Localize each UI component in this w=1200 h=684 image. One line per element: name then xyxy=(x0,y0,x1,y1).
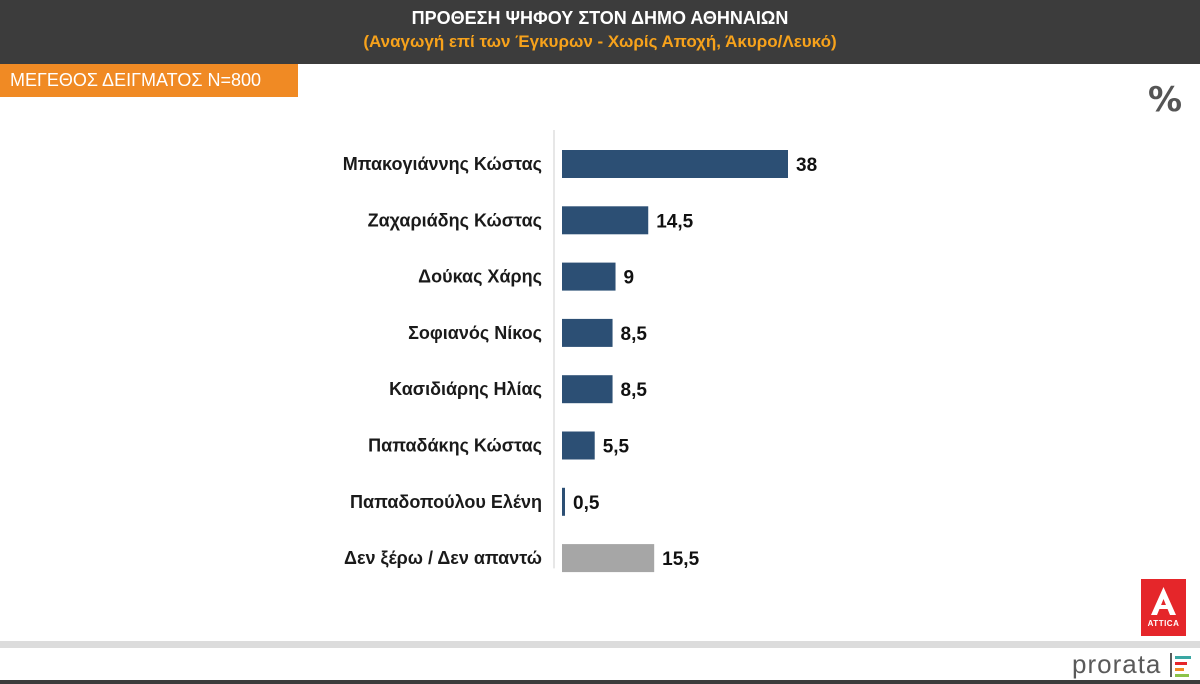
bottom-line xyxy=(0,680,1200,684)
category-label-bakogiannis: Μπακογιάννης Κώστας xyxy=(343,154,542,174)
category-label-doukas: Δούκας Χάρης xyxy=(418,267,542,287)
bar-doukas xyxy=(562,262,616,291)
category-label-zachariadis: Ζαχαριάδης Κώστας xyxy=(368,210,542,230)
chart-subtitle: (Αναγωγή επί των Έγκυρων - Χωρίς Αποχή, … xyxy=(363,32,837,51)
bar-zachariadis xyxy=(562,206,649,235)
bar-papadopoulou xyxy=(562,487,565,516)
footer-band xyxy=(0,641,1200,648)
percent-unit-icon: % xyxy=(1148,80,1183,120)
chart-header: ΠΡΟΘΕΣΗ ΨΗΦΟΥ ΣΤΟΝ ΔΗΜΟ ΑΘΗΝΑΙΩΝ (Αναγωγ… xyxy=(0,0,1200,64)
attica-logo-text: ATTICA xyxy=(1147,619,1180,628)
bar-chart: Μπακογιάννης Κώστας 38 Ζαχαριάδης Κώστας 14… xyxy=(343,130,817,573)
attica-logo: ATTICA xyxy=(1141,579,1186,636)
attica-a-icon xyxy=(1151,587,1176,615)
bar-sofianos xyxy=(562,318,613,347)
category-label-sofianos: Σοφιανός Νίκος xyxy=(408,323,542,343)
value-label-sofianos: 8,5 xyxy=(621,324,648,345)
prorata-mark-icon xyxy=(1170,653,1191,677)
value-label-dont-know: 15,5 xyxy=(662,549,699,570)
category-label-kasidiaris: Κασιδιάρης Ηλίας xyxy=(389,379,542,399)
category-label-papadopoulou: Παπαδοπούλου Ελένη xyxy=(350,492,542,512)
value-label-papadakis: 5,5 xyxy=(603,437,630,458)
bar-papadakis xyxy=(562,431,595,460)
value-label-bakogiannis: 38 xyxy=(796,155,817,176)
value-label-zachariadis: 14,5 xyxy=(656,211,693,232)
bar-kasidiaris xyxy=(562,375,613,404)
chart-title: ΠΡΟΘΕΣΗ ΨΗΦΟΥ ΣΤΟΝ ΔΗΜΟ ΑΘΗΝΑΙΩΝ xyxy=(411,8,789,28)
prorata-logo: prorata xyxy=(1072,649,1162,679)
value-label-kasidiaris: 8,5 xyxy=(621,380,648,401)
category-label-papadakis: Παπαδάκης Κώστας xyxy=(368,436,542,456)
bar-dont-know xyxy=(562,544,655,573)
bar-bakogiannis xyxy=(562,150,788,178)
value-label-doukas: 9 xyxy=(624,268,635,289)
value-label-papadopoulou: 0,5 xyxy=(573,493,600,514)
category-label-dont-know: Δεν ξέρω / Δεν απαντώ xyxy=(344,548,542,569)
sample-size-badge: ΜΕΓΕΘΟΣ ΔΕΙΓΜΑΤΟΣ Ν=800 xyxy=(0,64,298,97)
